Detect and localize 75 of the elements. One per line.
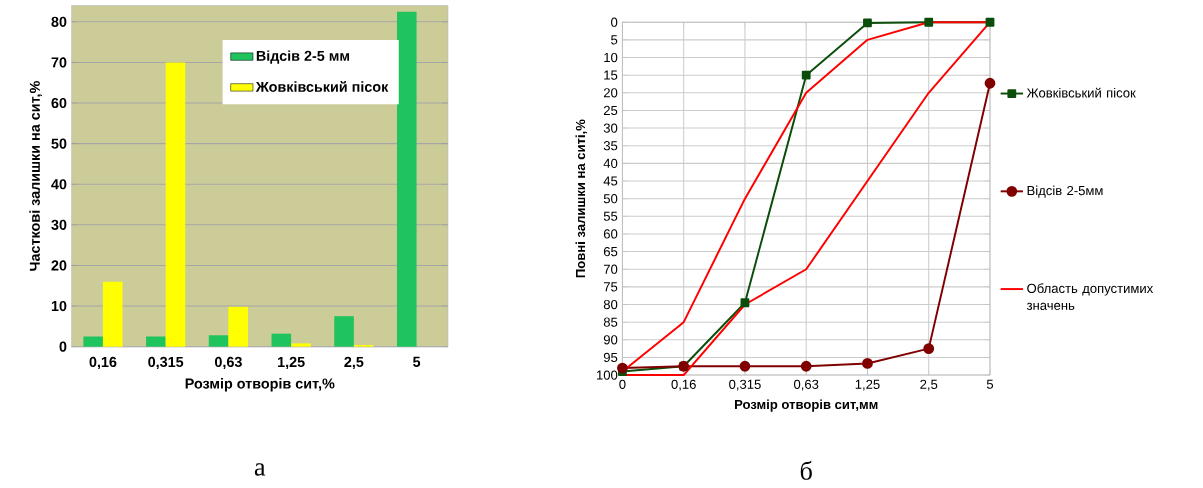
- bar: [396, 11, 417, 347]
- x-tick-label: 0: [619, 379, 626, 390]
- point: [985, 17, 995, 27]
- y-tick-label: 90: [603, 335, 618, 345]
- y-tick-label: 55: [603, 211, 618, 221]
- y-tick-label: 20: [51, 260, 67, 271]
- x-tick-label: 0,63: [794, 379, 819, 391]
- y-tick-label: 80: [603, 299, 618, 310]
- point: [862, 358, 873, 369]
- legend-label: Жовківський пісок: [255, 81, 389, 93]
- y-tick-label: 0: [611, 17, 618, 27]
- point: [739, 360, 751, 372]
- point: [923, 343, 935, 355]
- y-tick-label: 70: [603, 264, 618, 274]
- y-tick-label: 25: [603, 105, 618, 116]
- x-tick-label: 0,16: [671, 379, 696, 391]
- bar: [228, 306, 248, 347]
- bar: [334, 316, 354, 347]
- bar: [102, 281, 123, 347]
- y-tick-label: 50: [51, 138, 67, 149]
- bar: [208, 335, 229, 347]
- bar: [146, 336, 166, 347]
- y-tick-label: 45: [603, 176, 618, 186]
- y-axis-title: Повні залишки на ситі,%: [575, 119, 588, 278]
- bar: [291, 343, 311, 347]
- legend-label: Жовківський пісок: [1026, 87, 1136, 98]
- point: [801, 70, 811, 80]
- point: [800, 360, 812, 372]
- y-tick-label: 80: [51, 16, 67, 27]
- y-tick-label: 70: [51, 57, 67, 68]
- y-tick-label: 35: [603, 141, 618, 151]
- x-tick-label: 5: [413, 356, 421, 367]
- bar: [271, 333, 292, 347]
- legend-label: Область допустимих значень: [1026, 283, 1154, 311]
- y-tick-label: 60: [51, 98, 67, 109]
- y-tick-label: 85: [603, 317, 618, 327]
- y-tick-label: 95: [603, 352, 618, 363]
- y-tick-label: 10: [604, 52, 618, 63]
- x-axis-title: Розмір отворів сит,мм: [735, 399, 878, 412]
- point: [740, 298, 750, 308]
- y-tick-label: 50: [603, 194, 618, 204]
- x-tick-label: 0,63: [214, 356, 242, 370]
- legend-label: Відсів 2-5мм: [1027, 185, 1103, 198]
- y-tick-label: 5: [611, 35, 618, 45]
- bar: [165, 62, 186, 347]
- x-tick-label: 0,315: [729, 379, 761, 391]
- legend-label: Відсів 2-5 мм: [256, 50, 350, 64]
- point: [984, 77, 996, 89]
- y-tick-label: 75: [603, 282, 618, 292]
- point: [617, 362, 628, 374]
- point: [924, 17, 934, 27]
- y-tick-label: 10: [51, 301, 67, 312]
- text: а: [254, 463, 266, 476]
- x-tick-label: 0,16: [89, 356, 117, 370]
- y-tick-label: 100: [597, 370, 618, 380]
- x-tick-label: 5: [986, 379, 994, 389]
- x-tick-label: 2,5: [344, 356, 364, 370]
- y-tick-label: 20: [603, 88, 618, 98]
- y-tick-label: 30: [51, 219, 67, 231]
- point: [863, 18, 872, 28]
- y-tick-label: 15: [604, 70, 618, 80]
- x-tick-label: 1,25: [855, 379, 880, 391]
- x-axis-title: Розмір отворів сит,%: [185, 378, 335, 392]
- y-tick-label: 30: [603, 123, 618, 133]
- y-tick-label: 40: [51, 179, 67, 190]
- x-tick-label: 1,25: [278, 356, 305, 370]
- y-tick-label: 60: [603, 229, 618, 239]
- y-tick-label: 0: [59, 341, 67, 352]
- y-axis-title: Часткові залишки на сит,%: [29, 81, 42, 271]
- x-tick-label: 2,5: [920, 379, 938, 391]
- bar: [83, 336, 103, 347]
- y-tick-label: 40: [603, 158, 618, 169]
- text: б: [800, 460, 812, 480]
- x-tick-label: 0,315: [148, 356, 184, 370]
- y-tick-label: 65: [603, 247, 618, 257]
